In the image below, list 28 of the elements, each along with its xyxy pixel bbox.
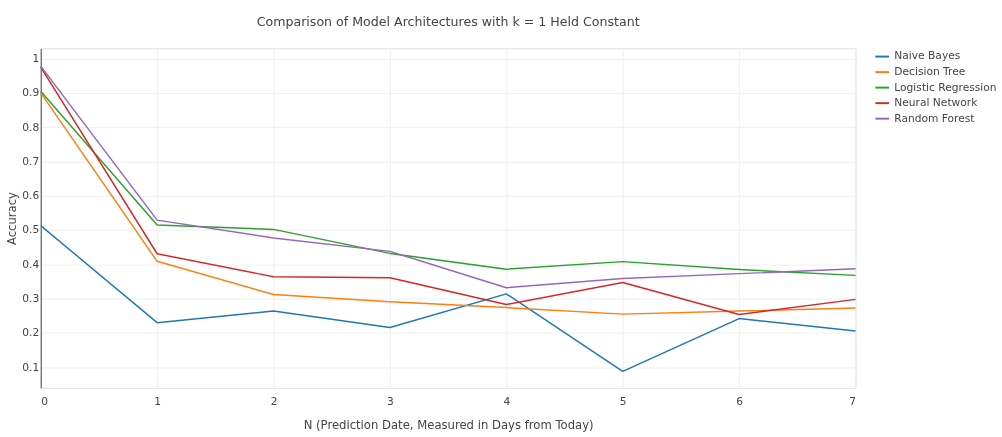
y-tick-label: 0.9 <box>22 86 40 100</box>
line-series <box>40 90 857 277</box>
y-tick-label: 0.1 <box>22 360 40 374</box>
y-tick-label: 0.3 <box>22 292 40 306</box>
chart-title: Comparison of Model Architectures with k = 1 Held Constant <box>256 14 640 30</box>
x-tick-label: 3 <box>387 394 394 408</box>
y-tick-label: 0.6 <box>22 189 40 203</box>
y-tick-label: 0.2 <box>22 326 40 340</box>
y-tick-label: 0.7 <box>22 154 40 168</box>
x-tick-label: 0 <box>41 394 49 408</box>
y-tick-label: 0.5 <box>22 223 40 237</box>
legend-label: Neural Network <box>894 96 979 110</box>
legend-label: Naive Bayes <box>894 49 961 63</box>
legend-label: Logistic Regression <box>894 80 997 94</box>
x-tick-label: 1 <box>154 394 162 408</box>
x-axis-title: N (Prediction Date, Measured in Days from Today) <box>303 418 594 433</box>
x-tick-label: 5 <box>619 394 627 408</box>
x-tick-label: 7 <box>849 394 857 408</box>
legend-label: Random Forest <box>894 111 975 125</box>
x-tick-label: 6 <box>736 394 744 408</box>
legend-label: Decision Tree <box>894 65 966 79</box>
line-series <box>40 224 857 373</box>
x-tick-label: 4 <box>503 394 511 408</box>
y-tick-label: 0.8 <box>22 120 40 134</box>
x-tick-label: 2 <box>270 394 278 408</box>
y-axis-title: Accuracy <box>4 191 19 246</box>
y-tick-label: 0.4 <box>22 257 40 271</box>
y-tick-label: 1 <box>32 52 40 66</box>
